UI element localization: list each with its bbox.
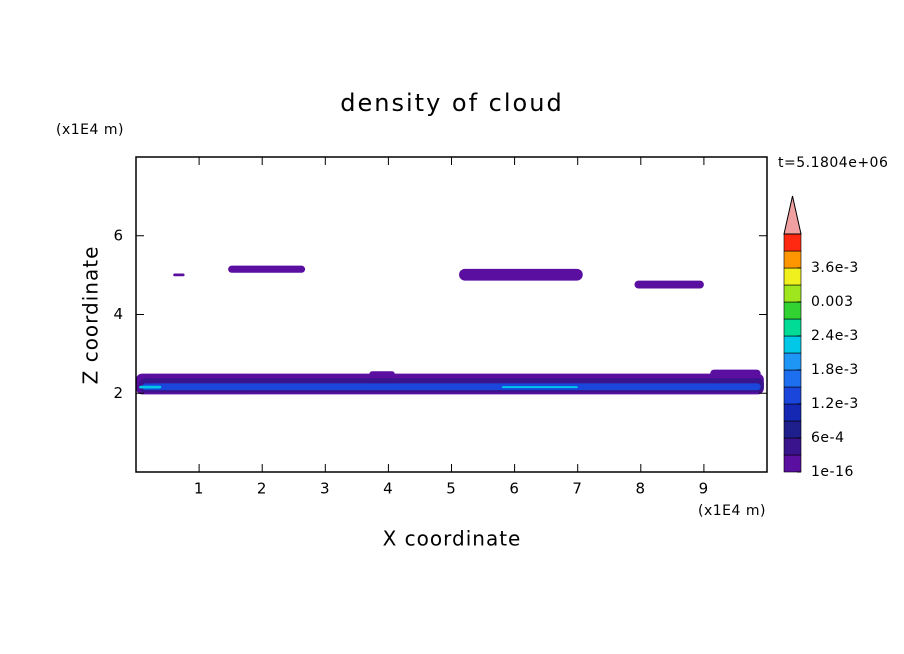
- colorbar-band: [783, 233, 802, 252]
- x-tick-label: 6: [509, 480, 520, 498]
- x-tick-label: 3: [320, 480, 331, 498]
- contour-patch: [139, 385, 162, 389]
- y-unit: (x1E4 m): [56, 122, 124, 138]
- colorbar-band: [783, 250, 802, 269]
- colorbar-band: [783, 318, 802, 337]
- contour-patch: [459, 268, 583, 281]
- colorbar-band: [783, 454, 802, 473]
- colorbar-band: [783, 284, 802, 303]
- plot-frame: [135, 156, 768, 473]
- colorbar-tick-label: 2.4e-3: [811, 328, 859, 344]
- colorbar-band: [783, 352, 802, 371]
- x-axis-label: X coordinate: [383, 527, 522, 551]
- colorbar-tick-label: 6e-4: [811, 430, 844, 446]
- colorbar-band: [783, 335, 802, 354]
- y-tick-label: 4: [113, 305, 124, 323]
- x-tick-label: 7: [572, 480, 583, 498]
- time-label: t=5.1804e+06: [778, 155, 888, 171]
- x-tick-label: 8: [636, 480, 647, 498]
- colorbar-band: [783, 301, 802, 320]
- y-tick-label: 6: [113, 226, 124, 244]
- contour-patch: [710, 369, 761, 378]
- x-tick-label: 5: [446, 480, 457, 498]
- colorbar-over: [783, 195, 802, 235]
- colorbar-tick-label: 1.2e-3: [811, 396, 859, 412]
- contour-patch: [369, 371, 395, 377]
- contour-patch: [228, 265, 306, 273]
- colorbar-tick-label: 0.003: [811, 294, 854, 310]
- y-tick-label: 2: [113, 384, 124, 402]
- colorbar-tick-label: 1e-16: [811, 464, 854, 480]
- colorbar-band: [783, 369, 802, 388]
- colorbar-tick-label: 3.6e-3: [811, 260, 859, 276]
- colorbar-band: [783, 403, 802, 422]
- colorbar-band: [783, 437, 802, 456]
- x-tick-label: 9: [699, 480, 710, 498]
- colorbar-tick-label: 1.8e-3: [811, 362, 859, 378]
- colorbar-band: [783, 386, 802, 405]
- y-axis-label: Z coordinate: [79, 246, 103, 385]
- contour-patch: [634, 280, 704, 289]
- chart-title: density of cloud: [340, 89, 563, 117]
- colorbar-band: [783, 420, 802, 439]
- contour-patch: [173, 273, 185, 277]
- colorbar-band: [783, 267, 802, 286]
- x-tick-label: 1: [194, 480, 205, 498]
- x-unit: (x1E4 m): [698, 503, 766, 519]
- x-tick-label: 2: [257, 480, 268, 498]
- contour-patch: [501, 386, 578, 389]
- contour-patch: [142, 383, 761, 391]
- x-tick-label: 4: [383, 480, 394, 498]
